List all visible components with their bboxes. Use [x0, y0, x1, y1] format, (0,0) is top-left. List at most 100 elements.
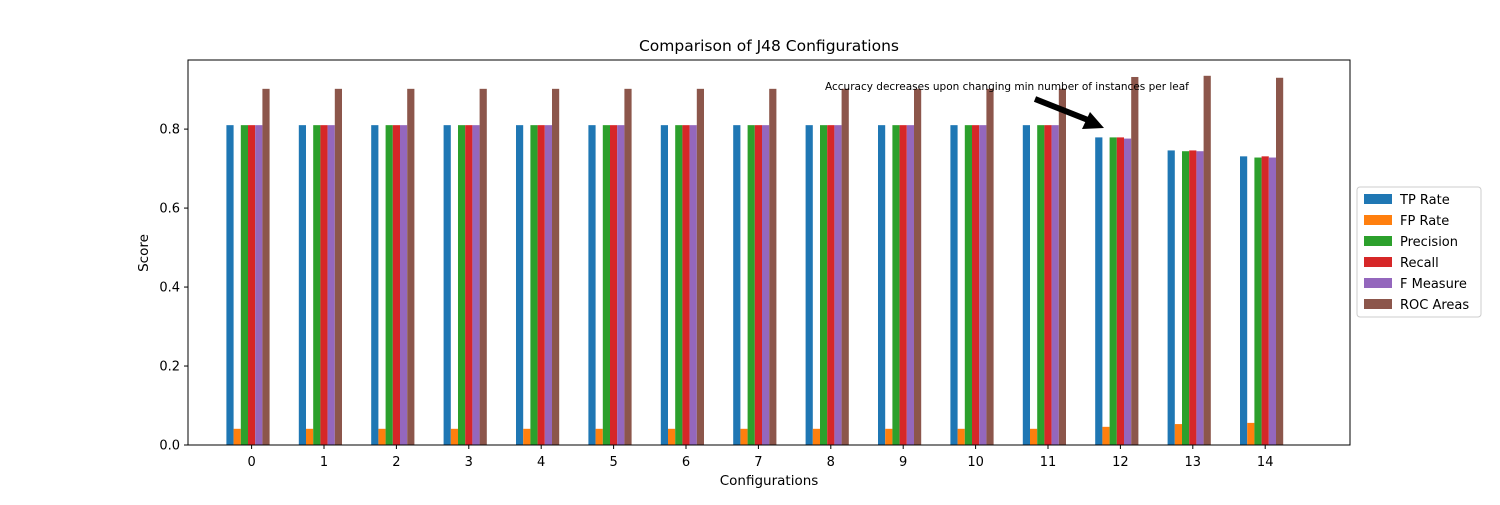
x-ticks-group: 0 1 2 3 4 5 6 7 8 9 10 11 12 13 14 [247, 445, 1273, 470]
bar-roc-areas-4 [552, 88, 560, 446]
x-tick-label: 4 [537, 455, 545, 470]
legend-label: ROC Areas [1400, 298, 1469, 313]
bar-fp-rate-4 [523, 428, 531, 445]
bar-tp-rate-10 [950, 125, 958, 446]
bar-recall-0 [248, 125, 256, 446]
bar-fp-rate-0 [233, 428, 241, 445]
bar-roc-areas-6 [696, 88, 704, 446]
bar-recall-12 [1116, 137, 1124, 445]
bar-f-measure-14 [1268, 157, 1276, 446]
x-tick-label: 13 [1185, 455, 1202, 470]
x-tick-label: 3 [465, 455, 473, 470]
bar-precision-5 [602, 125, 610, 446]
bar-f-measure-5 [617, 125, 625, 446]
bar-recall-8 [827, 125, 835, 446]
bar-roc-areas-13 [1203, 75, 1211, 446]
bar-precision-14 [1254, 157, 1262, 446]
x-tick-label: 5 [609, 455, 617, 470]
bar-precision-9 [892, 125, 900, 446]
bar-roc-areas-10 [986, 88, 994, 446]
bar-tp-rate-9 [878, 125, 886, 446]
bar-precision-2 [385, 125, 393, 446]
bar-precision-13 [1182, 151, 1190, 445]
bar-fp-rate-11 [1030, 428, 1038, 445]
bar-f-measure-2 [400, 125, 408, 446]
bar-fp-rate-5 [595, 428, 603, 445]
bar-fp-rate-9 [885, 428, 893, 445]
bar-precision-11 [1037, 125, 1045, 446]
bar-fp-rate-6 [668, 428, 676, 445]
x-tick-label: 6 [682, 455, 690, 470]
bar-fp-rate-8 [812, 428, 820, 445]
bar-tp-rate-2 [371, 125, 379, 446]
bar-roc-areas-3 [479, 88, 487, 446]
bar-precision-4 [530, 125, 538, 446]
bar-recall-5 [610, 125, 618, 446]
bar-recall-1 [320, 125, 328, 446]
bar-roc-areas-0 [262, 88, 270, 446]
x-tick-label: 9 [899, 455, 907, 470]
x-tick-label: 14 [1257, 455, 1274, 470]
bar-precision-3 [458, 125, 466, 446]
bar-f-measure-3 [472, 125, 480, 446]
bar-recall-14 [1261, 156, 1269, 445]
bar-f-measure-12 [1124, 138, 1132, 446]
bar-tp-rate-8 [805, 125, 813, 446]
annotation-group: Accuracy decreases upon changing min num… [825, 81, 1189, 129]
bar-recall-13 [1189, 150, 1197, 445]
bar-tp-rate-5 [588, 125, 596, 446]
bar-roc-areas-7 [769, 88, 777, 446]
plot-frame [187, 59, 1351, 446]
bar-f-measure-9 [906, 125, 914, 446]
bar-tp-rate-1 [298, 125, 306, 446]
bar-tp-rate-12 [1095, 137, 1103, 445]
legend-label: F Measure [1400, 277, 1467, 292]
annotation-text: Accuracy decreases upon changing min num… [825, 81, 1189, 93]
legend-swatch [1364, 194, 1392, 204]
bar-tp-rate-13 [1167, 150, 1175, 445]
bar-precision-6 [675, 125, 683, 446]
legend-label: TP Rate [1399, 193, 1450, 208]
legend-swatch [1364, 215, 1392, 225]
bar-f-measure-10 [979, 125, 987, 446]
x-tick-label: 2 [392, 455, 400, 470]
bar-f-measure-1 [327, 125, 335, 446]
y-tick-label: 0.8 [159, 123, 180, 138]
bar-f-measure-6 [689, 125, 697, 446]
legend-swatch [1364, 257, 1392, 267]
bar-f-measure-7 [762, 125, 770, 446]
y-ticks-group: 0.0 0.2 0.4 0.6 0.8 [159, 123, 188, 454]
x-tick-label: 11 [1040, 455, 1057, 470]
bar-f-measure-4 [544, 125, 552, 446]
bar-fp-rate-7 [740, 428, 748, 445]
bar-tp-rate-0 [226, 125, 234, 446]
bar-fp-rate-12 [1102, 426, 1110, 445]
x-tick-label: 0 [247, 455, 255, 470]
bar-precision-7 [747, 125, 755, 446]
y-tick-label: 0.6 [159, 202, 180, 217]
bar-roc-areas-5 [624, 88, 632, 446]
bar-fp-rate-3 [450, 428, 458, 445]
bar-fp-rate-10 [957, 428, 965, 445]
bar-f-measure-8 [834, 125, 842, 446]
bar-recall-7 [754, 125, 762, 446]
legend-label: FP Rate [1400, 214, 1449, 229]
bar-fp-rate-13 [1174, 424, 1182, 445]
bar-roc-areas-8 [841, 88, 849, 446]
bar-recall-9 [899, 125, 907, 446]
y-axis-label: Score [136, 234, 152, 272]
bar-recall-11 [1044, 125, 1052, 446]
legend-swatch [1364, 278, 1392, 288]
bar-roc-areas-14 [1276, 77, 1284, 446]
bar-tp-rate-7 [733, 125, 741, 446]
bar-tp-rate-11 [1022, 125, 1030, 446]
bar-tp-rate-14 [1240, 156, 1248, 445]
chart-title: Comparison of J48 Configurations [639, 37, 899, 55]
bar-precision-0 [240, 125, 248, 446]
bar-precision-12 [1109, 137, 1117, 445]
bar-roc-areas-11 [1058, 88, 1066, 446]
annotation-arrowhead [1082, 112, 1104, 129]
bar-f-measure-11 [1051, 125, 1059, 446]
bar-roc-areas-12 [1131, 76, 1139, 445]
